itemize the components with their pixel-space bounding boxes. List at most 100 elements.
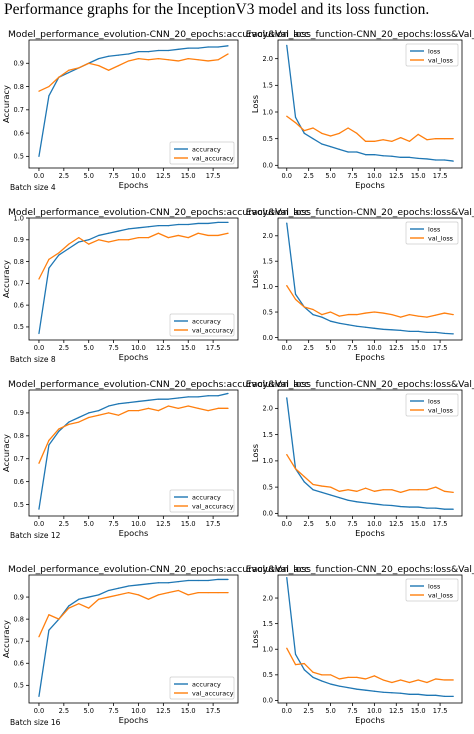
legend-entry: accuracy [192,493,221,501]
data-point-val_loss [356,676,358,678]
x-tick-label: 17.5 [206,172,221,180]
y-tick-label: 0.5 [263,308,274,316]
data-point-loss [321,316,323,318]
series-line-accuracy [38,45,229,157]
data-point-val_accuracy [88,243,90,245]
chart-title: Model_performance_evolution-CNN_20_epoch… [8,379,309,390]
x-tick-label: 0.0 [282,520,293,528]
data-point-val_accuracy [207,410,209,412]
data-point-accuracy [157,225,159,227]
data-point-val_accuracy [167,237,169,239]
data-point-val_loss [400,491,402,493]
data-point-accuracy [197,222,199,225]
data-point-val_loss [417,489,419,491]
data-point-val_accuracy [108,69,110,71]
line-chart: Model_performance_evolution-CNN_20_epoch… [1,207,309,362]
data-point-val_loss [347,676,349,678]
series-line-val_loss [286,454,454,494]
y-tick-label: 0.0 [263,162,274,170]
data-point-loss [435,694,437,696]
x-tick-label: 5.0 [325,520,336,528]
x-tick-label: 7.5 [108,707,119,715]
data-point-val_accuracy [98,239,100,241]
data-point-loss [312,138,314,140]
data-point-accuracy [108,405,110,407]
x-tick-label: 10.0 [367,344,382,352]
data-point-val_loss [356,132,358,134]
data-point-loss [286,222,288,224]
data-point-val_loss [338,490,340,492]
data-point-val_loss [329,311,332,313]
x-tick-label: 12.5 [156,344,171,352]
line-chart: Evolution_loss_function-CNN_20_epochs:lo… [246,564,474,725]
series-line-val_accuracy [38,405,229,464]
series-line-accuracy [38,392,229,510]
y-axis-label: Accuracy [1,85,11,123]
data-point-val_accuracy [117,239,120,241]
data-point-val_accuracy [127,592,130,594]
x-tick-label: 0.0 [34,520,45,528]
x-tick-label: 5.0 [83,172,94,180]
x-tick-label: 15.0 [411,520,426,528]
plot-frame [28,39,239,169]
data-point-accuracy [38,332,40,335]
data-point-loss [452,508,454,510]
data-point-val_loss [408,313,411,316]
data-point-accuracy [157,398,159,400]
data-point-accuracy [147,399,150,401]
data-point-val_loss [338,678,340,680]
data-point-loss [303,669,305,671]
data-point-val_accuracy [58,428,60,430]
y-axis-label: Loss [250,270,260,288]
x-tick-label: 0.0 [282,707,293,715]
legend-entry: accuracy [192,680,221,688]
data-point-val_accuracy [217,59,219,61]
y-tick-label: 0.8 [14,432,25,440]
x-tick-label: 2.5 [59,520,70,528]
data-point-val_loss [286,285,288,287]
data-point-val_accuracy [78,237,80,239]
data-point-accuracy [38,695,40,697]
data-point-loss [373,503,375,505]
data-point-val_loss [347,489,349,491]
data-point-accuracy [38,155,40,157]
data-point-val_accuracy [127,60,130,62]
plot-frame [28,217,239,341]
y-axis-label: Loss [250,630,260,648]
batch-size-label: Batch size 16 [10,718,61,727]
data-point-val_accuracy [117,414,120,416]
data-point-loss [408,693,411,695]
data-point-loss [426,158,428,160]
data-point-loss [294,116,297,118]
data-point-val_accuracy [58,252,60,254]
legend-entry: loss [428,47,441,55]
data-point-accuracy [177,581,179,583]
data-point-accuracy [167,398,169,400]
data-point-val_loss [391,489,393,491]
data-point-val_accuracy [137,410,140,412]
data-point-val_loss [382,679,384,681]
series-line-val_accuracy [38,53,229,92]
data-point-loss [365,154,367,156]
y-tick-label: 1.0 [263,457,274,465]
data-point-val_accuracy [217,592,219,594]
y-tick-label: 2.0 [263,405,274,413]
data-point-val_loss [452,679,454,681]
data-point-loss [365,502,367,504]
chart-panel-4: Evolution_loss_function-CNN_20_epochs:lo… [244,205,474,367]
data-point-loss [417,157,419,159]
x-tick-label: 5.0 [325,707,336,715]
data-point-loss [329,494,332,496]
x-tick-label: 10.0 [131,707,146,715]
data-point-val_accuracy [88,607,90,609]
data-point-loss [321,680,323,682]
data-point-accuracy [58,430,60,432]
legend-entry: val_accuracy [192,154,234,162]
data-point-val_accuracy [227,407,229,409]
x-axis-label: Epochs [119,352,149,362]
data-point-val_loss [452,138,454,140]
x-tick-label: 2.5 [59,172,70,180]
data-point-val_accuracy [48,614,50,616]
